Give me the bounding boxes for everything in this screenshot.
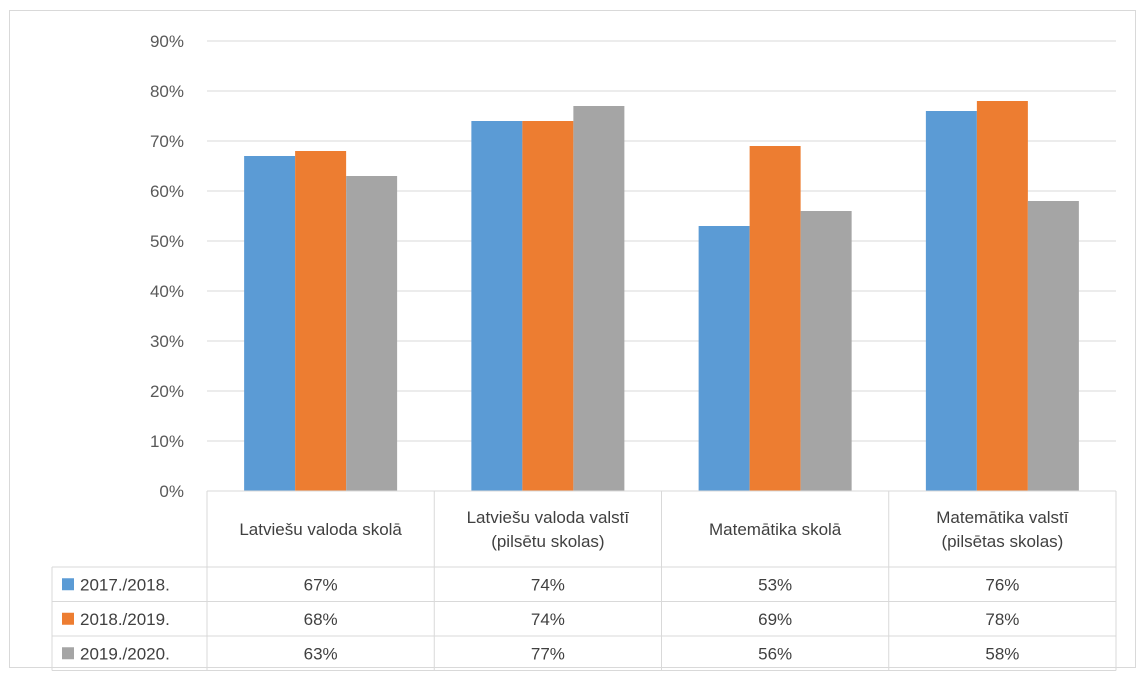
series-name: 2019./2020. xyxy=(80,644,170,663)
bar xyxy=(471,121,523,491)
category-label: Matemātika skolā xyxy=(709,520,842,539)
y-tick-label: 10% xyxy=(150,432,184,451)
bar xyxy=(295,151,347,491)
category-label: Latviešu valoda skolā xyxy=(239,520,402,539)
bar xyxy=(573,106,625,491)
bar xyxy=(346,176,398,491)
category-label: (pilsētas skolas) xyxy=(941,532,1063,551)
bar xyxy=(749,146,801,491)
data-label: 68% xyxy=(304,610,338,629)
data-label: 53% xyxy=(758,575,792,594)
y-tick-label: 70% xyxy=(150,132,184,151)
y-tick-label: 60% xyxy=(150,182,184,201)
data-label: 56% xyxy=(758,644,792,663)
bar xyxy=(522,121,574,491)
y-tick-label: 90% xyxy=(150,32,184,51)
category-label: Matemātika valstī xyxy=(936,508,1069,527)
bar xyxy=(800,211,852,491)
bar xyxy=(698,226,750,491)
y-tick-label: 80% xyxy=(150,82,184,101)
data-label: 74% xyxy=(531,575,565,594)
legend-key xyxy=(62,647,74,660)
y-tick-label: 0% xyxy=(159,482,184,501)
series-name: 2018./2019. xyxy=(80,610,170,629)
y-tick-label: 50% xyxy=(150,232,184,251)
data-label: 77% xyxy=(531,644,565,663)
data-label: 74% xyxy=(531,610,565,629)
data-label: 76% xyxy=(985,575,1019,594)
series-name: 2017./2018. xyxy=(80,575,170,594)
legend-key xyxy=(62,612,74,625)
y-tick-label: 30% xyxy=(150,332,184,351)
data-label: 78% xyxy=(985,610,1019,629)
category-label: (pilsētu skolas) xyxy=(491,532,604,551)
category-label: Latviešu valoda valstī xyxy=(467,508,630,527)
data-label: 69% xyxy=(758,610,792,629)
bar xyxy=(244,156,296,491)
bar xyxy=(925,111,977,491)
data-label: 67% xyxy=(304,575,338,594)
y-tick-label: 20% xyxy=(150,382,184,401)
bar xyxy=(976,101,1028,491)
bar xyxy=(1027,201,1079,491)
y-tick-label: 40% xyxy=(150,282,184,301)
data-label: 58% xyxy=(985,644,1019,663)
legend-key xyxy=(62,578,74,591)
data-label: 63% xyxy=(304,644,338,663)
